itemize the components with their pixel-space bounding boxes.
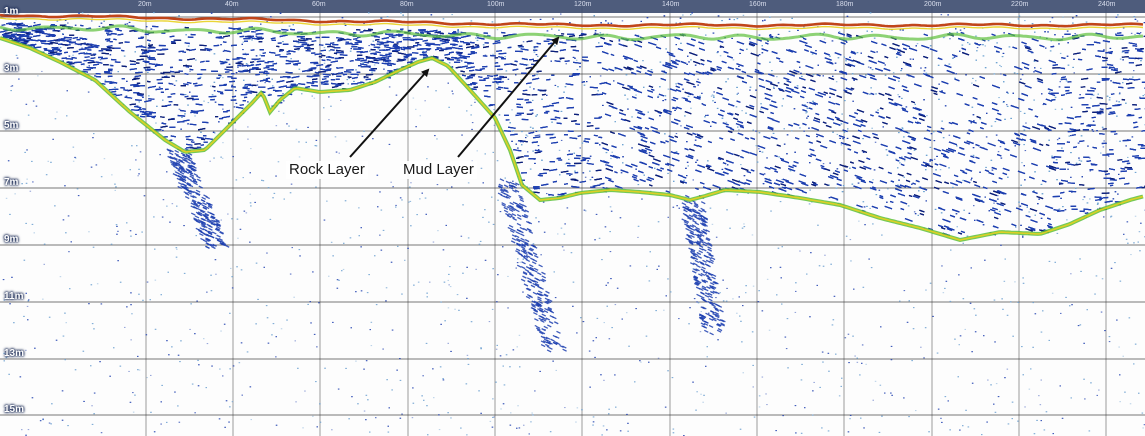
depth-label: 5m xyxy=(4,120,19,131)
distance-label: 240m xyxy=(1098,1,1116,8)
depth-label: 9m xyxy=(4,234,19,245)
background-noise xyxy=(2,12,1145,436)
distance-label: 140m xyxy=(662,1,680,8)
rock-layer-label: Rock Layer xyxy=(286,161,368,179)
depth-label: 11m xyxy=(4,291,24,302)
depth-label: 15m xyxy=(4,404,25,415)
surface-band xyxy=(0,0,1145,13)
distance-label: 100m xyxy=(487,1,505,8)
depth-label: 3m xyxy=(4,63,19,74)
distance-label: 180m xyxy=(836,1,854,8)
mud-layer-label: Mud Layer xyxy=(400,161,477,179)
depth-label: 7m xyxy=(4,177,19,188)
channel-streaks xyxy=(166,147,726,353)
surface-return-secondary xyxy=(0,17,1144,31)
distance-label: 160m xyxy=(749,1,767,8)
mud-layer-arrow xyxy=(457,36,560,158)
distance-label: 20m xyxy=(138,1,152,8)
surface-return xyxy=(0,13,1144,28)
distance-label: 200m xyxy=(924,1,942,8)
distance-label: 40m xyxy=(225,1,239,8)
seabed-return-core xyxy=(0,37,1144,241)
mud-layer-return xyxy=(0,24,1144,42)
depth-label: 1m xyxy=(4,6,19,17)
rock-layer-arrow xyxy=(349,68,430,158)
sediment-layers xyxy=(0,22,1145,237)
depth-label: 13m xyxy=(4,348,25,359)
distance-label: 120m xyxy=(574,1,592,8)
distance-label: 80m xyxy=(400,1,414,8)
distance-label: 60m xyxy=(312,1,326,8)
distance-label: 220m xyxy=(1011,1,1029,8)
